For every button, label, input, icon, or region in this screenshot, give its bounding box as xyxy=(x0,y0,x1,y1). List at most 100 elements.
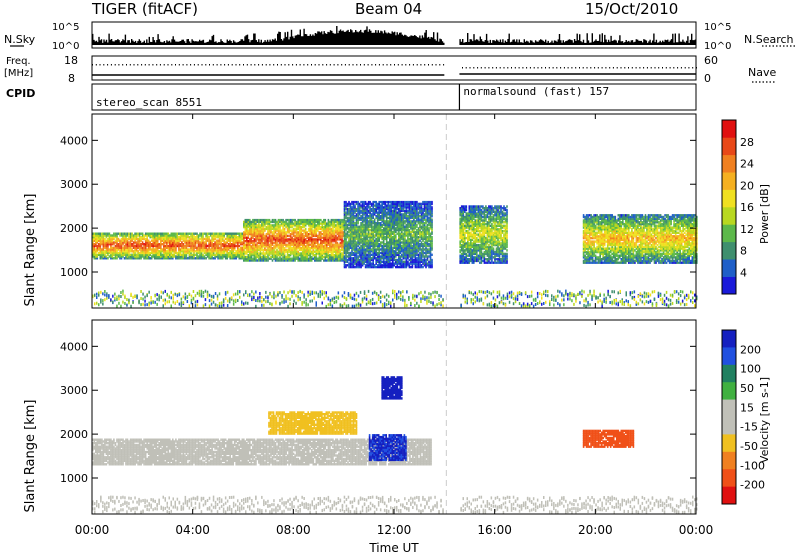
data-cell xyxy=(270,236,272,239)
data-cell xyxy=(96,236,99,239)
data-cell xyxy=(323,245,325,248)
data-cell xyxy=(333,243,336,246)
ground-scatter-cell xyxy=(631,291,634,295)
data-cell xyxy=(179,255,182,258)
data-cell xyxy=(249,231,251,234)
data-cell xyxy=(184,236,186,239)
data-cell xyxy=(104,250,106,253)
data-cell xyxy=(226,250,228,253)
data-cell xyxy=(152,246,154,249)
data-cell xyxy=(348,216,350,220)
data-cell xyxy=(163,250,165,253)
data-cell xyxy=(211,244,213,248)
data-cell xyxy=(357,213,359,216)
data-cell xyxy=(312,245,315,248)
data-cell xyxy=(395,258,397,262)
data-cell xyxy=(282,254,284,257)
data-cell xyxy=(339,218,342,222)
data-cell xyxy=(364,229,367,232)
data-cell xyxy=(176,243,179,246)
data-cell xyxy=(149,248,151,251)
data-cell xyxy=(376,260,379,263)
data-cell xyxy=(361,246,364,249)
data-cell xyxy=(200,237,203,241)
data-cell xyxy=(342,220,345,224)
data-cell xyxy=(317,241,319,245)
ground-scatter-cell xyxy=(651,303,654,307)
freq-dot xyxy=(609,67,611,69)
data-cell xyxy=(300,238,302,241)
data-cell xyxy=(297,247,299,250)
data-cell xyxy=(102,243,105,246)
data-cell xyxy=(122,241,124,244)
data-cell xyxy=(155,241,157,244)
data-cell xyxy=(370,265,373,269)
data-cell xyxy=(330,231,333,234)
data-cell xyxy=(268,240,271,243)
data-cell xyxy=(379,258,382,262)
data-cell xyxy=(376,234,379,237)
ground-scatter-cell xyxy=(541,293,543,297)
ground-scatter-cell xyxy=(228,297,231,301)
data-cell xyxy=(265,255,268,259)
data-cell xyxy=(292,224,295,227)
data-cell xyxy=(297,240,299,243)
data-cell xyxy=(179,237,182,241)
data-cell xyxy=(372,207,374,211)
data-cell xyxy=(250,241,253,245)
data-cell xyxy=(318,220,321,224)
data-cell xyxy=(323,220,325,224)
data-cell xyxy=(152,244,154,248)
ground-scatter-cell xyxy=(631,296,634,300)
data-cell xyxy=(244,243,247,246)
data-cell xyxy=(214,237,216,241)
data-cell xyxy=(211,248,213,251)
ground-scatter-cell xyxy=(355,303,358,307)
data-cell xyxy=(249,218,251,222)
data-cell xyxy=(108,241,111,244)
data-cell xyxy=(324,248,327,252)
data-cell xyxy=(330,240,333,243)
data-cell xyxy=(277,247,280,250)
data-cell xyxy=(382,244,385,248)
data-cell xyxy=(307,238,310,241)
data-cell xyxy=(238,237,241,241)
data-cell xyxy=(95,251,97,255)
data-cell xyxy=(255,227,257,231)
data-cell xyxy=(259,234,262,238)
data-cell xyxy=(378,202,380,206)
data-cell xyxy=(309,238,311,241)
data-cell xyxy=(286,243,289,246)
data-cell xyxy=(326,238,328,241)
data-cell xyxy=(229,241,231,244)
data-cell xyxy=(343,250,346,253)
data-cell xyxy=(298,231,301,234)
data-cell xyxy=(360,216,362,220)
data-cell xyxy=(327,241,330,245)
data-cell xyxy=(167,251,170,255)
data-cell xyxy=(117,246,120,249)
ground-scatter-cell xyxy=(353,293,356,297)
data-cell xyxy=(161,243,164,246)
data-cell xyxy=(297,234,299,238)
data-cell xyxy=(367,262,370,265)
data-cell xyxy=(120,244,123,248)
data-cell xyxy=(358,218,361,221)
data-cell xyxy=(355,241,358,244)
data-cell xyxy=(314,240,316,243)
ground-scatter-cell xyxy=(98,291,100,295)
data-cell xyxy=(395,265,397,269)
data-cell xyxy=(120,234,123,237)
data-cell xyxy=(126,251,129,255)
ground-scatter-cell xyxy=(305,298,307,302)
data-cell xyxy=(253,220,256,224)
ground-scatter-cell xyxy=(526,302,529,306)
data-cell xyxy=(144,239,147,242)
data-cell xyxy=(262,238,265,241)
data-cell xyxy=(338,232,340,236)
ground-scatter-cell xyxy=(255,290,257,294)
ground-scatter-cell xyxy=(190,294,193,298)
data-cell xyxy=(202,246,204,249)
data-cell xyxy=(343,216,346,220)
data-cell xyxy=(345,244,347,248)
